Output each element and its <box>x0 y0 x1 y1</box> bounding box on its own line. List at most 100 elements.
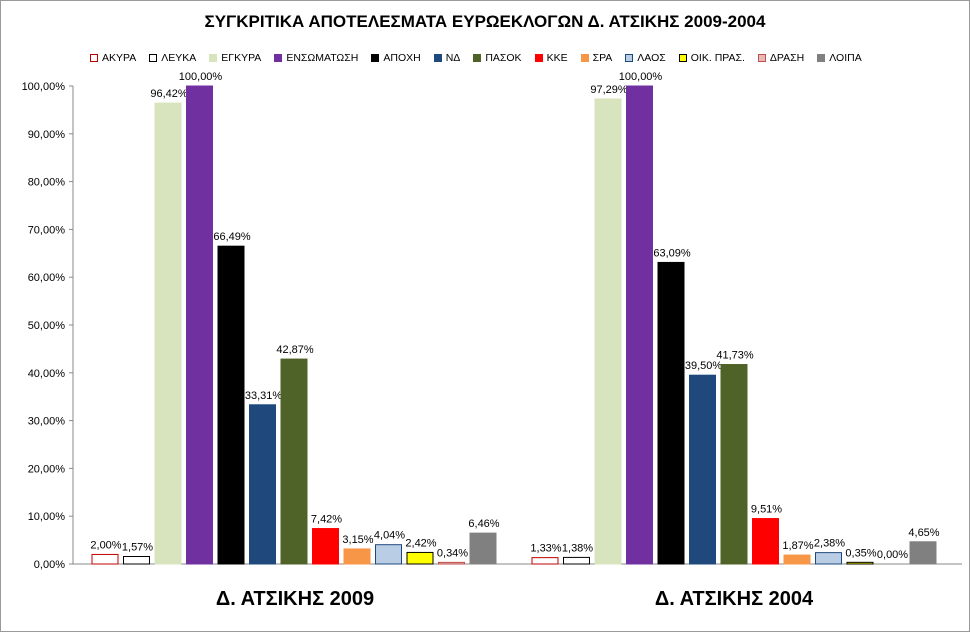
legend-item-0: ΑΚΥΡΑ <box>90 52 136 64</box>
data-label: 96,42% <box>150 88 188 100</box>
legend-label: ΑΠΟΧΗ <box>383 52 421 64</box>
bar-7-1 <box>752 518 779 565</box>
legend-label: ΛΕΥΚΑ <box>161 52 197 64</box>
bar-2-1 <box>594 98 622 565</box>
bar-2-0 <box>154 102 182 565</box>
legend-item-3: ΕΝΣΩΜΑΤΩΣΗ <box>274 52 358 64</box>
bar-7-0 <box>312 528 339 565</box>
y-tick-label: 0,00% <box>34 559 65 571</box>
y-tick-label: 20,00% <box>28 463 66 475</box>
legend-label: ΕΓΚΥΡΑ <box>221 52 262 64</box>
bar-8-1 <box>783 554 811 565</box>
bar-10-1 <box>846 561 874 565</box>
bar-10-0 <box>406 551 434 565</box>
chart-legend: ΑΚΥΡΑ ΛΕΥΚΑ ΕΓΚΥΡΑ ΕΝΣΩΜΑΤΩΣΗ ΑΠΟΧΗ ΝΔ ΠΑΣΟΚ ΚΚ… <box>90 52 875 64</box>
data-label: 2,38% <box>814 538 845 550</box>
legend-swatch <box>433 54 442 62</box>
legend-swatch <box>274 54 283 62</box>
data-label: 6,46% <box>468 518 499 530</box>
bar-4-0 <box>217 245 245 565</box>
bar-3-0 <box>186 85 213 565</box>
legend-swatch <box>580 54 589 62</box>
legend-label: ΑΚΥΡΑ <box>102 52 137 64</box>
bar-1-0 <box>123 555 150 565</box>
data-label: 0,34% <box>437 547 468 559</box>
legend-item-2: ΕΓΚΥΡΑ <box>209 52 261 64</box>
legend-label: ΕΝΣΩΜΑΤΩΣΗ <box>286 52 359 64</box>
data-label: 4,65% <box>908 527 939 539</box>
legend-item-10: ΟΙΚ. ΠΡΑΣ. <box>678 52 745 64</box>
data-label: 66,49% <box>213 231 251 243</box>
legend-swatch <box>817 54 826 62</box>
legend-label: ΣΡΑ <box>592 52 613 64</box>
legend-swatch <box>678 54 687 62</box>
legend-label: ΟΙΚ. ΠΡΑΣ. <box>690 52 745 64</box>
data-label: 100,00% <box>619 71 663 83</box>
data-label: 2,00% <box>90 539 121 551</box>
bar-11-0 <box>438 561 465 565</box>
bar-1-1 <box>563 556 590 565</box>
bar-9-0 <box>375 544 402 565</box>
legend-label: ΠΑΣΟΚ <box>485 52 522 64</box>
data-label: 3,15% <box>342 534 373 546</box>
chart-title: ΣΥΓΚΡΙΤΙΚΑ ΑΠΟΤΕΛΕΣΜΑΤΑ ΕΥΡΩΕΚΛΟΓΩΝ Δ. Α… <box>204 12 766 31</box>
legend-label: ΚΚΕ <box>546 52 568 64</box>
data-label: 42,87% <box>276 344 314 356</box>
y-tick-label: 40,00% <box>28 368 66 380</box>
legend-item-5: ΝΔ <box>433 52 461 64</box>
legend-swatch <box>534 54 543 62</box>
y-tick-label: 90,00% <box>28 129 66 141</box>
data-label: 33,31% <box>245 390 283 402</box>
y-tick-label: 10,00% <box>28 511 66 523</box>
legend-item-12: ΛΟΙΠΑ <box>817 52 862 64</box>
bar-8-0 <box>343 548 371 565</box>
data-label: 0,35% <box>845 547 876 559</box>
data-label: 4,04% <box>374 530 405 542</box>
bar-12-1 <box>909 541 937 565</box>
data-label: 39,50% <box>685 360 723 372</box>
data-label: 9,51% <box>751 504 782 516</box>
bar-12-0 <box>469 532 497 565</box>
data-label: 63,09% <box>653 247 691 259</box>
bar-0-1 <box>531 557 559 565</box>
y-tick-label: 80,00% <box>28 177 66 189</box>
category-label-2009: Δ. ΑΤΣΙΚΗΣ 2009 <box>215 588 375 610</box>
data-label: 1,33% <box>530 543 561 555</box>
data-label: 1,38% <box>562 542 593 554</box>
legend-item-11: ΔΡΑΣΗ <box>757 52 805 64</box>
legend-item-7: ΚΚΕ <box>534 52 568 64</box>
bar-9-1 <box>815 552 842 565</box>
bar-6-1 <box>720 364 748 565</box>
legend-swatch <box>625 54 634 62</box>
data-label: 1,57% <box>122 541 153 553</box>
legend-swatch <box>757 54 766 62</box>
data-label: 2,42% <box>405 537 436 549</box>
bar-3-1 <box>626 85 653 565</box>
legend-swatch <box>209 54 218 62</box>
data-label: 97,29% <box>590 84 628 96</box>
bar-6-0 <box>280 358 308 565</box>
legend-swatch <box>473 54 482 62</box>
legend-label: ΛΟΙΠΑ <box>829 52 862 64</box>
y-tick-label: 60,00% <box>28 272 66 284</box>
legend-item-4: ΑΠΟΧΗ <box>371 52 421 64</box>
legend-item-9: ΛΑΟΣ <box>625 52 666 64</box>
legend-label: ΛΑΟΣ <box>637 52 666 64</box>
category-label-2004: Δ. ΑΤΣΙΚΗΣ 2004 <box>654 588 814 610</box>
legend-swatch <box>371 54 380 62</box>
legend-label: ΝΔ <box>445 52 461 64</box>
bar-4-1 <box>657 261 685 565</box>
data-label: 100,00% <box>179 71 223 83</box>
bar-5-1 <box>689 374 716 565</box>
legend-swatch <box>90 54 98 62</box>
legend-label: ΔΡΑΣΗ <box>769 52 805 64</box>
legend-swatch <box>149 54 158 62</box>
bar-0-0 <box>91 553 119 565</box>
y-tick-label: 50,00% <box>28 320 66 332</box>
data-label: 0,00% <box>877 549 908 561</box>
bar-5-0 <box>249 404 276 565</box>
data-label: 41,73% <box>716 350 754 362</box>
legend-item-1: ΛΕΥΚΑ <box>149 52 196 64</box>
legend-item-8: ΣΡΑ <box>580 52 613 64</box>
